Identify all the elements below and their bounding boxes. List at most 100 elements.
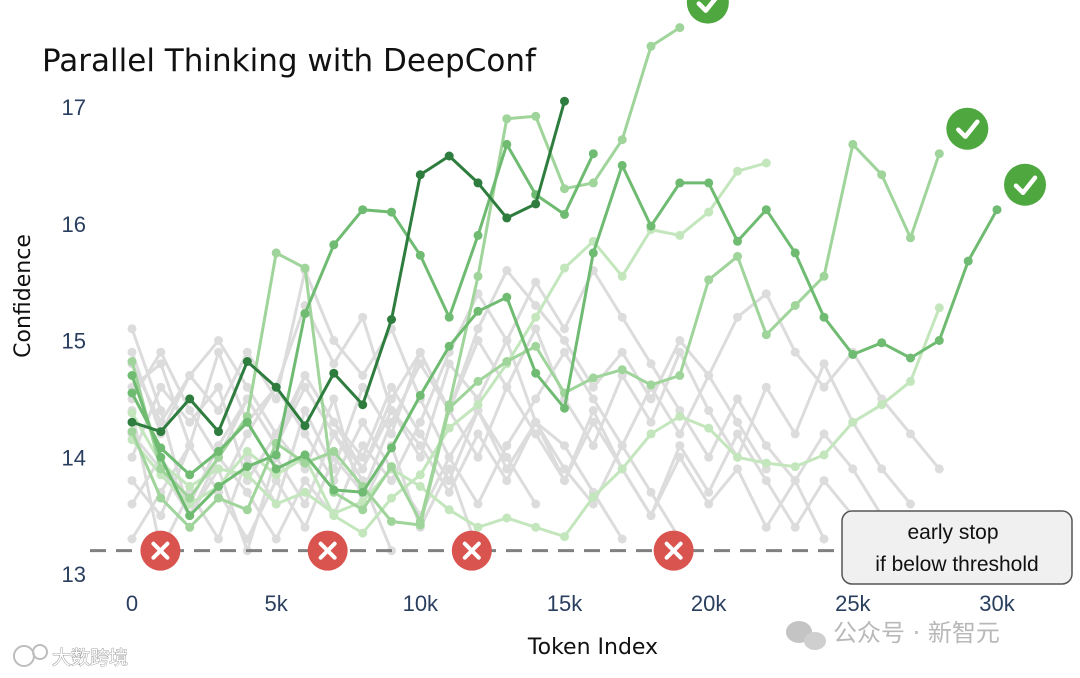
mid-green-long-trace-point xyxy=(415,390,425,400)
pale-green-2-trace-point xyxy=(675,411,685,421)
pale-green-2-trace-point xyxy=(415,481,425,491)
light-green-2-trace-point xyxy=(214,493,223,503)
mid-green-long-trace-point xyxy=(560,403,569,413)
light-green-2-trace-point xyxy=(387,517,396,526)
grey-trace-point xyxy=(300,406,310,415)
dark-green-trace-point xyxy=(127,417,137,427)
grey-trace-point xyxy=(761,441,771,451)
grey-trace-point xyxy=(358,464,368,474)
light-green-1-trace-point xyxy=(646,41,656,51)
pale-green-1-trace-point xyxy=(675,230,685,240)
mid-green-2-trace-point xyxy=(560,209,569,219)
light-green-2-trace-point xyxy=(502,357,512,366)
grey-trace-point xyxy=(329,359,339,369)
grey-trace-point xyxy=(156,406,166,415)
mid-green-long-trace-point xyxy=(358,487,368,497)
grey-trace-point xyxy=(704,371,714,380)
mid-green-long-trace-point xyxy=(214,446,223,456)
grey-trace-point xyxy=(588,394,598,404)
annotation-line-1: early stop xyxy=(907,521,998,544)
mid-green-2-trace-point xyxy=(358,205,368,215)
y-axis-ticks: 13 14 15 16 17 xyxy=(62,95,86,587)
pale-green-1-trace-point xyxy=(415,470,425,480)
grey-trace-point xyxy=(588,406,598,415)
grey-trace-point xyxy=(156,359,166,369)
grey-trace-point xyxy=(733,417,742,427)
grey-trace-point xyxy=(819,534,829,544)
grey-trace-point xyxy=(473,324,483,334)
grey-trace-point xyxy=(531,277,541,287)
light-green-2-trace-point xyxy=(300,458,310,468)
pale-green-2-trace-point xyxy=(502,513,512,523)
grey-trace-point xyxy=(502,266,512,275)
grey-trace-point xyxy=(242,487,252,497)
mid-green-long-trace-point xyxy=(617,160,627,170)
grey-trace-point xyxy=(790,347,800,357)
grey-trace-point xyxy=(588,441,598,451)
pale-green-1-trace-point xyxy=(761,158,771,168)
dark-green-trace-point xyxy=(531,199,541,209)
x-tick-label: 0 xyxy=(126,591,138,616)
grey-trace-point xyxy=(271,429,281,439)
dark-green-trace-point xyxy=(242,357,252,366)
grey-trace-point xyxy=(790,476,800,486)
grey-trace-point xyxy=(473,452,483,462)
grey-trace-point xyxy=(675,441,685,451)
light-green-1-trace-point xyxy=(127,357,137,366)
grey-trace-point xyxy=(387,429,396,439)
annotation-box xyxy=(841,510,1073,585)
grey-trace-point xyxy=(560,476,569,486)
grey-trace-point xyxy=(531,324,541,334)
light-green-1-trace-point xyxy=(156,464,166,474)
mid-green-long-trace-point xyxy=(790,248,800,258)
grey-trace-point xyxy=(358,417,368,427)
annotation-line-2: if below threshold xyxy=(875,553,1038,576)
grey-trace-line xyxy=(130,385,682,541)
grey-trace-point xyxy=(387,382,396,392)
mid-green-long-trace-point xyxy=(733,236,742,246)
grey-trace-point xyxy=(502,441,512,451)
grey-trace-point xyxy=(415,441,425,451)
pale-green-2-trace-point xyxy=(300,487,310,497)
mid-green-2-trace-point xyxy=(387,207,396,217)
grey-trace-point xyxy=(646,487,656,497)
grey-trace-point xyxy=(127,534,137,544)
check-icon xyxy=(686,0,729,24)
grey-trace-point xyxy=(387,417,396,427)
grey-trace-point xyxy=(127,324,137,334)
light-green-2-trace-point xyxy=(473,376,483,386)
dark-green-trace-point xyxy=(214,427,223,437)
dark-green-trace-point xyxy=(387,315,396,324)
grey-trace-point xyxy=(300,429,310,439)
grey-trace-line xyxy=(130,269,912,553)
light-green-2-trace-point xyxy=(156,493,166,503)
grey-trace-point xyxy=(502,464,512,474)
mid-green-long-trace-point xyxy=(646,221,656,231)
light-green-1-trace-point xyxy=(502,114,512,124)
grey-trace-point xyxy=(531,417,541,427)
y-tick-label: 15 xyxy=(62,329,86,354)
grey-trace-point xyxy=(877,464,887,474)
grey-trace-point xyxy=(300,476,310,486)
pale-green-2-trace-point xyxy=(848,417,858,427)
mid-green-2-trace-point xyxy=(329,240,339,250)
grey-trace-point xyxy=(127,347,137,357)
watermark-left: 大数跨境 xyxy=(13,644,128,669)
grey-trace-point xyxy=(531,394,541,404)
pale-green-2-trace-point xyxy=(790,462,800,472)
light-green-1-trace-point xyxy=(560,184,569,194)
dark-green-trace-point xyxy=(185,394,195,404)
grey-trace-point xyxy=(704,406,714,415)
mid-green-long-trace-point xyxy=(963,256,973,266)
check-icon-mark xyxy=(956,119,980,139)
grey-trace-point xyxy=(242,534,252,544)
mid-green-long-trace-point xyxy=(502,292,512,302)
grey-trace-point xyxy=(733,429,742,439)
dark-green-trace-point xyxy=(444,151,454,161)
grey-trace-point xyxy=(617,347,627,357)
grey-trace-point xyxy=(271,394,281,404)
pale-green-1-trace-point xyxy=(560,263,569,273)
grey-trace-point xyxy=(646,417,656,427)
pale-green-2-trace-point xyxy=(531,522,541,532)
grey-trace-point xyxy=(329,336,339,345)
